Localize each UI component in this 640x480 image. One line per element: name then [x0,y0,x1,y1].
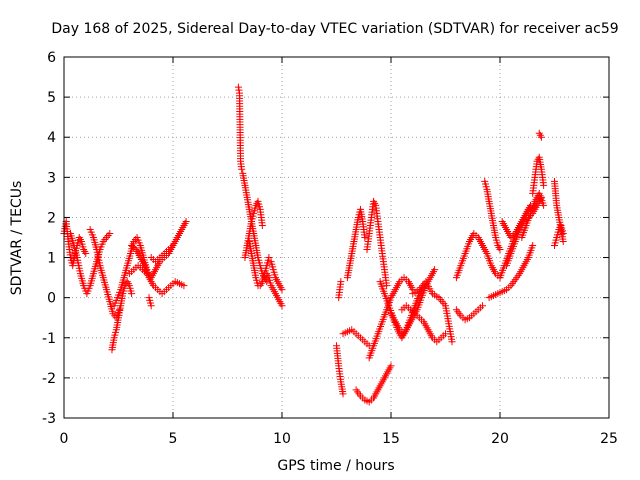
series-arc27 [452,302,487,324]
series-arc30 [485,242,537,302]
chart-title: Day 168 of 2025, Sidereal Day-to-day VTE… [51,21,618,37]
series-arc17 [335,278,345,302]
y-tick-label: 4 [47,130,56,146]
series-arc19 [343,205,369,282]
y-tick-label: 0 [47,291,56,307]
series-arc28 [452,229,504,282]
data-point [448,338,456,346]
series-arc37 [551,177,567,246]
data-point [337,278,345,286]
data-point [361,234,369,241]
y-tick-label: 5 [47,90,56,106]
y-tick-label: -2 [42,371,56,387]
data-point [147,302,155,310]
y-tick-label: -3 [42,411,56,427]
series-arc24 [387,266,439,338]
series-arc26 [409,278,456,346]
x-tick-label: 0 [60,431,69,447]
series-arc16 [333,342,347,398]
data-point [339,390,347,398]
data-point [540,181,548,189]
series-arc9 [145,294,155,310]
data-point [496,246,504,254]
data-point [265,254,273,262]
data-point [479,302,487,310]
data-point [529,242,537,250]
data-point [82,250,90,258]
data-point [540,201,548,209]
data-point [431,266,439,274]
data-point [387,362,395,370]
ticks: 0 5 10 15 20 25 -3 -2 -1 0 1 2 3 4 5 6 [42,50,618,447]
data-point [537,133,545,141]
y-tick-label: 3 [47,170,56,186]
series-arc36 [535,129,545,141]
series-arc20 [352,362,395,406]
data-point [182,217,190,225]
data-point [278,286,286,294]
series-arc33 [498,205,532,241]
data-point [234,83,242,91]
series-arc1 [60,217,90,270]
series-arc12 [241,197,266,262]
x-tick-label: 15 [382,431,400,447]
series-arc22 [365,274,417,362]
data-point [559,229,567,237]
data-point [238,165,246,173]
series-arc15 [267,258,286,294]
series-arc7 [128,242,188,298]
data-point [383,282,391,290]
y-tick-label: 2 [47,210,56,226]
series-arc34 [518,189,548,241]
plot-area-frame [63,56,610,419]
y-tick-label: 6 [47,50,56,66]
x-axis-label: GPS time / hours [277,458,394,474]
series-arc38 [551,221,567,250]
x-tick-label: 20 [491,431,509,447]
x-tick-label: 5 [169,431,178,447]
series-arc3 [86,225,124,322]
data-point [524,205,532,213]
series-arc14 [263,270,286,310]
y-tick-label: 1 [47,251,56,267]
data-point [235,86,243,94]
series-arc4 [108,278,136,354]
series-arc10 [234,83,246,173]
series-arc25 [398,302,449,346]
series-arc18 [339,326,373,350]
series-arc29 [481,177,504,254]
y-axis-label: SDTVAR / TECUs [9,181,25,296]
series-arc21 [363,197,391,290]
data-point [278,302,286,310]
points [60,83,567,406]
x-tick-label: 10 [273,431,291,447]
series-arc2 [67,229,114,298]
y-tick-label: -1 [42,331,56,347]
x-tick-label: 25 [600,431,618,447]
grid [64,57,609,418]
data-point [559,238,567,246]
series-arc8 [147,217,190,266]
data-point [128,290,136,298]
data-point [180,282,188,290]
series-arc35 [529,153,548,197]
data-point [106,229,114,237]
data-point [258,221,266,229]
